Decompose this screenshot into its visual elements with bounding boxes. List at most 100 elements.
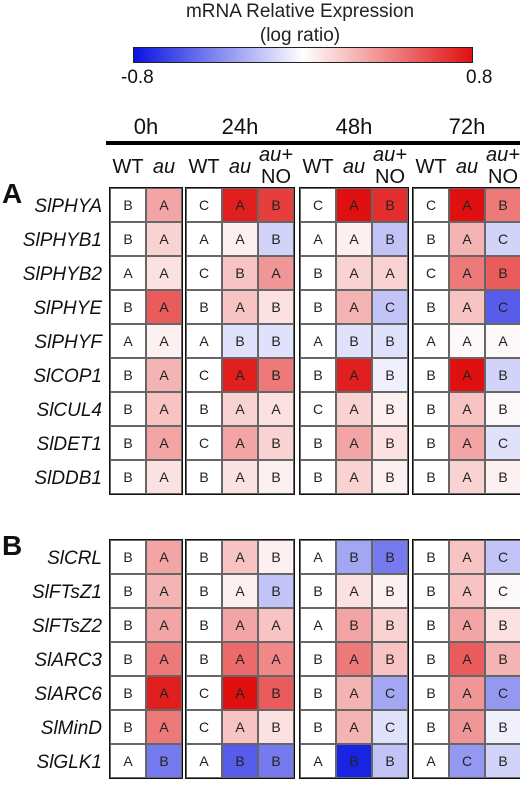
heatmap-cell: B	[258, 358, 294, 392]
heatmap-cell: A	[449, 460, 485, 494]
heatmap-cell: B	[372, 426, 408, 460]
legend-subtitle: (log ratio)	[259, 25, 341, 46]
heatmap-cell: A	[372, 256, 408, 290]
heatmap-cell: C	[485, 574, 520, 608]
heatmap-cell: C	[186, 710, 222, 744]
heatmap-cell: B	[186, 608, 222, 642]
gene-label: SlPHYB2	[22, 264, 102, 285]
heatmap-cell: A	[146, 608, 182, 642]
heatmap-cell: A	[110, 256, 146, 290]
heatmap-cell: A	[449, 188, 485, 222]
heatmap-cell: B	[336, 608, 372, 642]
heatmap-cell: B	[110, 540, 146, 574]
heatmap-cell: A	[336, 222, 372, 256]
heatmap-cell: B	[413, 540, 449, 574]
heatmap-cell: A	[300, 222, 336, 256]
gene-label: SlPHYB1	[22, 230, 102, 251]
heatmap-cell: B	[258, 290, 294, 324]
heatmap-cell: B	[258, 188, 294, 222]
heatmap-cell: A	[336, 642, 372, 676]
heatmap-cell: C	[300, 392, 336, 426]
heatmap-cell: B	[413, 642, 449, 676]
heatmap-cell: A	[258, 642, 294, 676]
heatmap-cell: A	[146, 324, 182, 358]
heatmap-cell: B	[485, 608, 520, 642]
heatmap-cell: A	[146, 358, 182, 392]
heatmap-cell: A	[146, 290, 182, 324]
timepoint-bar	[182, 141, 298, 145]
heatmap-cell: B	[110, 222, 146, 256]
heatmap-cell: A	[413, 324, 449, 358]
heatmap-cell: B	[186, 460, 222, 494]
heatmap-cell: B	[372, 222, 408, 256]
column-label: au	[342, 156, 366, 178]
heatmap-cell: A	[449, 676, 485, 710]
heatmap-cell: B	[336, 744, 372, 778]
heatmap-cell: A	[186, 744, 222, 778]
heatmap-cell: A	[146, 574, 182, 608]
heatmap-cell: B	[258, 676, 294, 710]
heatmap-cell: C	[372, 290, 408, 324]
column-label: au	[228, 156, 252, 178]
heatmap-cell: B	[372, 574, 408, 608]
heatmap-cell: C	[300, 188, 336, 222]
heatmap-cell: B	[413, 222, 449, 256]
heatmap-cell: B	[300, 358, 336, 392]
heatmap-cell: C	[372, 676, 408, 710]
heatmap-cell: B	[258, 540, 294, 574]
heatmap-cell: A	[449, 540, 485, 574]
heatmap-cell: B	[372, 540, 408, 574]
column-label: WT	[112, 156, 144, 178]
heatmap-cell: A	[222, 676, 258, 710]
heatmap-cell: B	[336, 540, 372, 574]
gene-label: SlPHYF	[34, 332, 102, 353]
heatmap-cell: A	[146, 426, 182, 460]
heatmap-cell: B	[110, 710, 146, 744]
heatmap-cell: B	[186, 540, 222, 574]
panel-label: A	[2, 178, 23, 209]
heatmap-cell: B	[222, 256, 258, 290]
heatmap-cell: A	[146, 188, 182, 222]
heatmap-cell: A	[336, 358, 372, 392]
heatmap-cell: B	[186, 290, 222, 324]
heatmap-cell: B	[413, 460, 449, 494]
heatmap-cell: B	[186, 574, 222, 608]
legend-min-label: -0.8	[121, 67, 154, 88]
gene-label: SlCOP1	[33, 366, 102, 387]
heatmap-cell: B	[413, 676, 449, 710]
heatmap-cell: A	[449, 574, 485, 608]
timepoint-label: 0h	[133, 114, 159, 139]
heatmap-cell: C	[485, 426, 520, 460]
gene-label: SlARC3	[34, 650, 102, 671]
heatmap-cell: A	[449, 358, 485, 392]
heatmap-cell: C	[485, 540, 520, 574]
heatmap-cell: B	[258, 426, 294, 460]
heatmap-cell: A	[146, 256, 182, 290]
heatmap-cell: B	[413, 574, 449, 608]
heatmap-cell: C	[186, 676, 222, 710]
heatmap-cell: B	[110, 574, 146, 608]
column-label-suffix: NO	[488, 166, 518, 188]
heatmap-cell: C	[485, 290, 520, 324]
column-label: WT	[415, 156, 447, 178]
heatmap-cell: A	[336, 426, 372, 460]
heatmap-cell: A	[146, 392, 182, 426]
heatmap-cell: A	[258, 392, 294, 426]
heatmap-cell: A	[485, 324, 520, 358]
heatmap-cell: A	[110, 324, 146, 358]
heatmap-cell: B	[485, 188, 520, 222]
column-label: au+	[259, 144, 293, 166]
heatmap-cell: B	[300, 460, 336, 494]
timepoint-label: 48h	[335, 114, 373, 139]
heatmap-cell: B	[485, 392, 520, 426]
heatmap-cell: B	[300, 676, 336, 710]
timepoint-label: 24h	[221, 114, 259, 139]
heatmap-cell: A	[449, 324, 485, 358]
heatmap-cell: B	[258, 222, 294, 256]
timepoint-bar	[296, 141, 412, 145]
heatmap-cell: C	[413, 256, 449, 290]
column-label: WT	[302, 156, 334, 178]
heatmap-cell: A	[222, 460, 258, 494]
heatmap-cell: B	[485, 256, 520, 290]
